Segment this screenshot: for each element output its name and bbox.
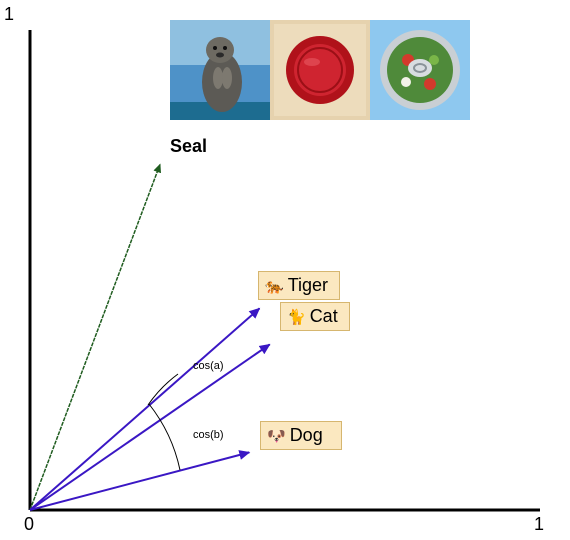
cat-label: 🐈 Cat [280, 302, 350, 331]
tiger-label-text: Tiger [287, 275, 329, 295]
seal-photo-icon [170, 20, 270, 120]
x-max-label: 1 [534, 514, 545, 534]
canned-food-icon [370, 20, 470, 120]
origin-label: 0 [24, 514, 35, 534]
angle-b-label: cos(b) [193, 429, 224, 441]
seal-vector [29, 163, 161, 511]
y-max-label: 1 [4, 4, 15, 24]
wax-seal-icon [270, 20, 370, 120]
tiger-label: 🐅 Tiger [258, 271, 340, 300]
cat-vector [29, 343, 271, 511]
angle-arc-b [148, 403, 181, 471]
seal-label: Seal [170, 136, 208, 156]
angle-arc-a [147, 373, 179, 406]
dog-vector [29, 450, 251, 511]
tiger-vector [29, 307, 261, 511]
cat-label-text: Cat [309, 306, 338, 326]
angle-a-label: cos(a) [193, 360, 224, 372]
dog-label-text: Dog [289, 425, 323, 445]
image-strip [170, 20, 470, 120]
dog-icon: 🐶 [267, 426, 286, 445]
cat-icon: 🐈 [287, 307, 306, 326]
dog-label: 🐶 Dog [260, 421, 342, 450]
tiger-icon: 🐅 [265, 276, 284, 295]
